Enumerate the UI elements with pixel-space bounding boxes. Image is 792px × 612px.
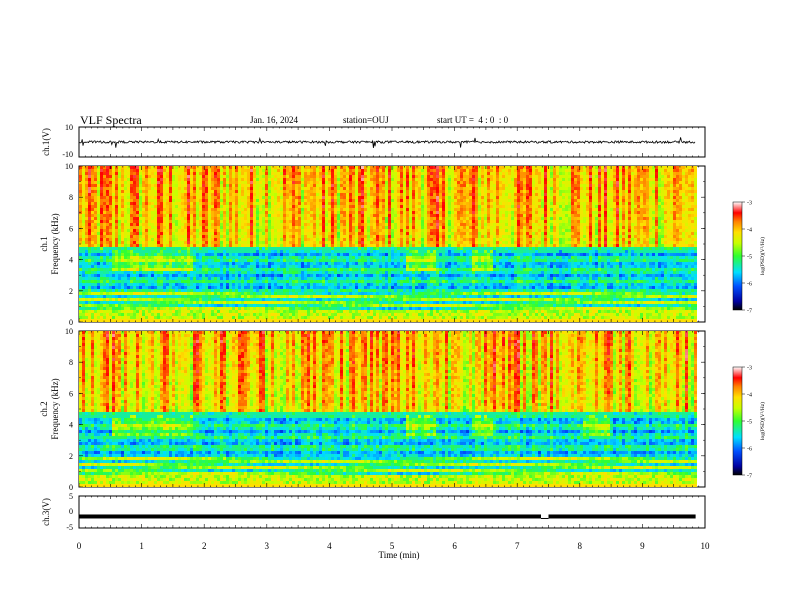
colorbar-tick-label: -7 [747,309,752,315]
ch1-waveform-ylabel: ch.1(V) [41,128,51,156]
y-tick-label: 0 [69,483,73,492]
y-tick-label: 8 [69,193,73,202]
ch3-level [79,514,696,518]
y-tick-label: -5 [66,523,73,532]
y-tick-label: 2 [69,452,73,461]
ch1-colorbar [733,202,742,310]
ch1-spectrogram-ylabel-1: ch.1 [39,236,49,251]
y-tick-label: -10 [62,150,73,159]
colorbar-tick-label: -3 [747,201,752,207]
ch2-colorbar-label: log(PSD)(V²/Hz) [759,402,766,440]
x-tick-label: 6 [452,541,457,551]
y-tick-label: 4 [69,421,73,430]
ch2-spectrogram-ylabel-2: Frequency (kHz) [50,378,60,439]
colorbar-tick-label: -3 [747,366,752,372]
ch1-spectrogram [79,166,697,322]
y-tick-label: 6 [69,389,73,398]
ch1-colorbar-label: log(PSD)(V²/Hz) [759,237,766,275]
ch2-spectrogram-ylabel-1: ch.2 [39,401,49,416]
colorbar-tick-label: -5 [747,420,752,426]
y-tick-label: 6 [69,224,73,233]
colorbar-ticks: -3 -4 -5 -6 -7 -3 -4 -5 -6 -7 [742,201,752,480]
x-tick-label: 0 [77,541,82,551]
colorbar-tick-label: -5 [747,255,752,261]
y-tick-label: 5 [69,492,73,501]
y-tick-label: 8 [69,358,73,367]
ch3-level-segment-1 [79,514,541,518]
x-tick-label: 7 [515,541,520,551]
colorbar-tick-label: -4 [747,393,752,399]
y-tick-label: 10 [65,162,73,171]
ch2-colorbar [733,367,742,475]
y-tick-label: 4 [69,256,73,265]
y-tick-label: 10 [65,123,73,132]
ch3-level-frame [79,496,705,528]
y-tick-label: 0 [69,318,73,327]
colorbar-tick-label: -7 [747,474,752,480]
y-tick-label: 2 [69,287,73,296]
ch2-spectrogram [79,331,697,487]
colorbar-tick-label: -6 [747,282,752,288]
x-tick-label: 9 [640,541,645,551]
x-tick-label: 8 [578,541,583,551]
ch1-spectrogram-ylabel-2: Frequency (kHz) [50,213,60,274]
ch1-waveform [79,137,695,148]
ch3-level-segment-2 [549,514,696,518]
x-tick-label: 4 [327,541,332,551]
x-tick-label: 10 [701,541,711,551]
x-tick-label: 1 [139,541,144,551]
colorbar-tick-label: -6 [747,447,752,453]
x-tick-label: 2 [202,541,207,551]
ch3-level-ylabel: ch.3(V) [41,498,51,526]
y-tick-label: 0 [69,507,73,516]
y-tick-label: 10 [65,327,73,336]
colorbar-tick-label: -4 [747,228,752,234]
ch1-waveform-trace [79,137,695,148]
x-axis-label: Time (min) [379,550,420,560]
x-tick-label: 3 [265,541,270,551]
